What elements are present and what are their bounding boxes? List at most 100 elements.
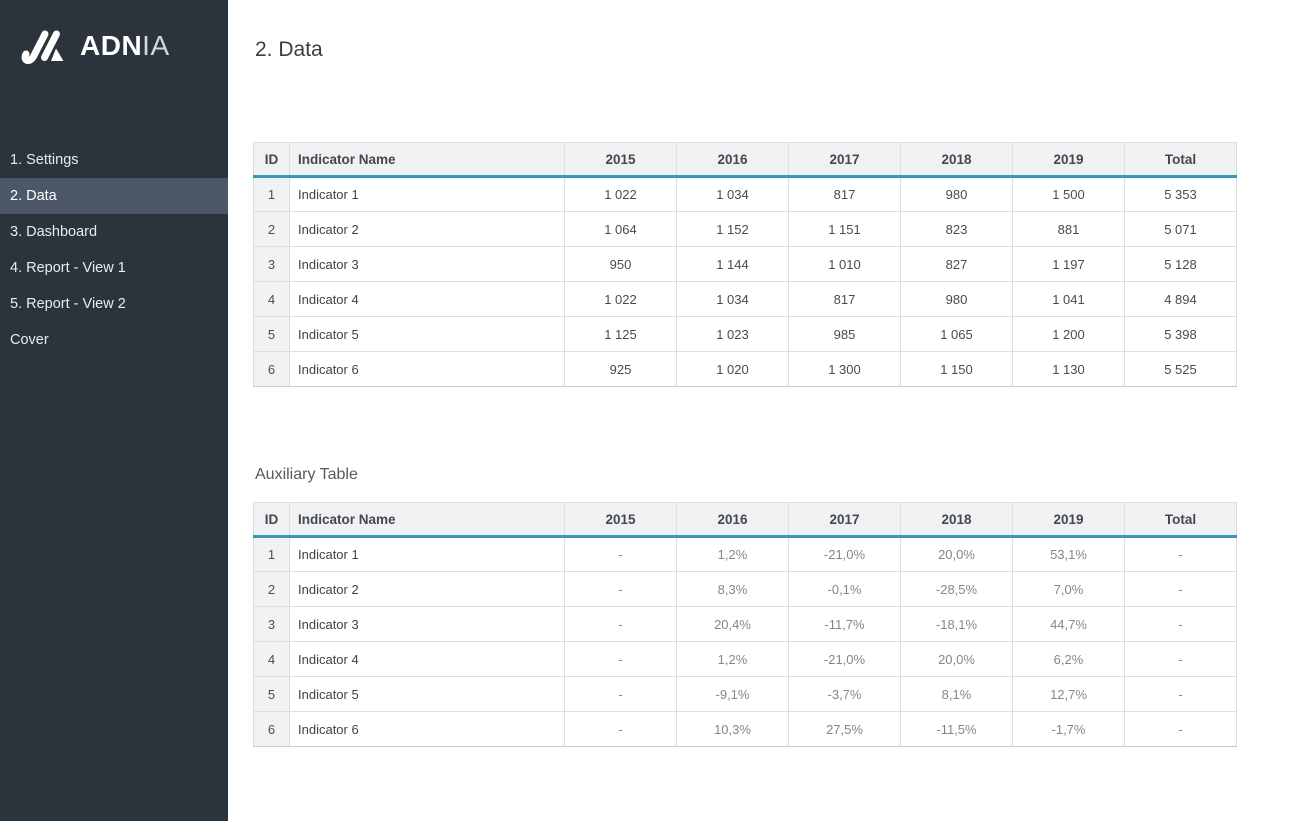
pct-2019: 12,7% bbox=[1012, 676, 1125, 712]
pct-2015: - bbox=[564, 606, 677, 642]
value-2019: 1 500 bbox=[1012, 176, 1125, 212]
pct-2017: -11,7% bbox=[788, 606, 901, 642]
value-2016: 1 152 bbox=[676, 211, 789, 247]
sidebar-item-report-view-1[interactable]: 4. Report - View 1 bbox=[10, 260, 126, 276]
column-header-id: ID bbox=[253, 502, 290, 538]
table-row: 4 Indicator 4 1 022 1 034 817 980 1 041 … bbox=[253, 281, 1237, 317]
indicator-name: Indicator 4 bbox=[289, 281, 565, 317]
pct-2016: 8,3% bbox=[676, 571, 789, 607]
value-2018: 980 bbox=[900, 281, 1013, 317]
value-total: 5 353 bbox=[1124, 176, 1237, 212]
column-header-2016: 2016 bbox=[676, 502, 789, 538]
pct-2015: - bbox=[564, 641, 677, 677]
pct-2019: 6,2% bbox=[1012, 641, 1125, 677]
value-2018: 1 065 bbox=[900, 316, 1013, 352]
pct-2019: -1,7% bbox=[1012, 711, 1125, 747]
table-row: 5 Indicator 5 - -9,1% -3,7% 8,1% 12,7% - bbox=[253, 676, 1237, 712]
column-header-2018: 2018 bbox=[900, 502, 1013, 538]
sidebar-item-settings[interactable]: 1. Settings bbox=[10, 152, 79, 168]
table-row: 6 Indicator 6 925 1 020 1 300 1 150 1 13… bbox=[253, 351, 1237, 387]
value-2016: 1 144 bbox=[676, 246, 789, 282]
value-2018: 980 bbox=[900, 176, 1013, 212]
value-2017: 817 bbox=[788, 176, 901, 212]
table-row: 2 Indicator 2 - 8,3% -0,1% -28,5% 7,0% - bbox=[253, 571, 1237, 607]
pct-total: - bbox=[1124, 606, 1237, 642]
row-id: 3 bbox=[253, 246, 290, 282]
value-2018: 827 bbox=[900, 246, 1013, 282]
pct-2017: 27,5% bbox=[788, 711, 901, 747]
brand-name-bold: ADN bbox=[80, 30, 143, 61]
indicator-name: Indicator 5 bbox=[289, 316, 565, 352]
value-2017: 985 bbox=[788, 316, 901, 352]
value-2015: 1 064 bbox=[564, 211, 677, 247]
pct-2018: 8,1% bbox=[900, 676, 1013, 712]
sidebar-item-report-view-2[interactable]: 5. Report - View 2 bbox=[10, 296, 126, 312]
column-header-2019: 2019 bbox=[1012, 142, 1125, 178]
auxiliary-table-title: Auxiliary Table bbox=[255, 466, 358, 483]
column-header-2017: 2017 bbox=[788, 502, 901, 538]
indicator-name: Indicator 6 bbox=[289, 711, 565, 747]
value-2018: 823 bbox=[900, 211, 1013, 247]
pct-2015: - bbox=[564, 711, 677, 747]
column-header-total: Total bbox=[1124, 142, 1237, 178]
table-row: 5 Indicator 5 1 125 1 023 985 1 065 1 20… bbox=[253, 316, 1237, 352]
indicator-name: Indicator 5 bbox=[289, 676, 565, 712]
value-2015: 925 bbox=[564, 351, 677, 387]
indicator-name: Indicator 2 bbox=[289, 571, 565, 607]
row-id: 4 bbox=[253, 641, 290, 677]
pct-2018: -11,5% bbox=[900, 711, 1013, 747]
row-id: 2 bbox=[253, 571, 290, 607]
pct-total: - bbox=[1124, 641, 1237, 677]
row-id: 1 bbox=[253, 536, 290, 572]
value-2019: 1 197 bbox=[1012, 246, 1125, 282]
value-2019: 881 bbox=[1012, 211, 1125, 247]
indicator-name: Indicator 6 bbox=[289, 351, 565, 387]
pct-2017: -3,7% bbox=[788, 676, 901, 712]
pct-2016: 20,4% bbox=[676, 606, 789, 642]
value-2016: 1 020 bbox=[676, 351, 789, 387]
column-header-2018: 2018 bbox=[900, 142, 1013, 178]
pct-2017: -21,0% bbox=[788, 536, 901, 572]
column-header-indicator-name: Indicator Name bbox=[289, 502, 565, 538]
data-table-header-row: ID Indicator Name 2015 2016 2017 2018 20… bbox=[253, 142, 1237, 178]
pct-2019: 44,7% bbox=[1012, 606, 1125, 642]
pct-2019: 53,1% bbox=[1012, 536, 1125, 572]
pct-2018: -28,5% bbox=[900, 571, 1013, 607]
pct-2016: -9,1% bbox=[676, 676, 789, 712]
pct-total: - bbox=[1124, 711, 1237, 747]
pct-2017: -0,1% bbox=[788, 571, 901, 607]
pct-2015: - bbox=[564, 676, 677, 712]
table-row: 6 Indicator 6 - 10,3% 27,5% -11,5% -1,7%… bbox=[253, 711, 1237, 747]
pct-2015: - bbox=[564, 536, 677, 572]
pct-2018: 20,0% bbox=[900, 641, 1013, 677]
column-header-indicator-name: Indicator Name bbox=[289, 142, 565, 178]
value-2016: 1 034 bbox=[676, 176, 789, 212]
pct-total: - bbox=[1124, 571, 1237, 607]
brand-logo: ADNIA bbox=[20, 24, 170, 68]
pct-2016: 10,3% bbox=[676, 711, 789, 747]
auxiliary-table: ID Indicator Name 2015 2016 2017 2018 20… bbox=[253, 502, 1237, 747]
pct-total: - bbox=[1124, 676, 1237, 712]
indicator-name: Indicator 1 bbox=[289, 536, 565, 572]
pct-2015: - bbox=[564, 571, 677, 607]
pct-total: - bbox=[1124, 536, 1237, 572]
auxiliary-table-header-row: ID Indicator Name 2015 2016 2017 2018 20… bbox=[253, 502, 1237, 538]
row-id: 3 bbox=[253, 606, 290, 642]
value-2016: 1 023 bbox=[676, 316, 789, 352]
indicator-name: Indicator 4 bbox=[289, 641, 565, 677]
sidebar-item-data[interactable]: 2. Data bbox=[0, 178, 228, 214]
value-total: 5 525 bbox=[1124, 351, 1237, 387]
sidebar-item-cover[interactable]: Cover bbox=[10, 332, 49, 348]
indicator-name: Indicator 3 bbox=[289, 246, 565, 282]
table-row: 4 Indicator 4 - 1,2% -21,0% 20,0% 6,2% - bbox=[253, 641, 1237, 677]
value-2015: 950 bbox=[564, 246, 677, 282]
value-2018: 1 150 bbox=[900, 351, 1013, 387]
row-id: 5 bbox=[253, 676, 290, 712]
sidebar-menu: 1. Settings 2. Data 3. Dashboard 4. Repo… bbox=[0, 142, 228, 358]
table-row: 1 Indicator 1 - 1,2% -21,0% 20,0% 53,1% … bbox=[253, 536, 1237, 572]
main-content: 2. Data ID Indicator Name 2015 2016 2017… bbox=[228, 0, 1315, 821]
sidebar-item-dashboard[interactable]: 3. Dashboard bbox=[10, 224, 98, 240]
column-header-total: Total bbox=[1124, 502, 1237, 538]
value-2017: 817 bbox=[788, 281, 901, 317]
table-row: 3 Indicator 3 950 1 144 1 010 827 1 197 … bbox=[253, 246, 1237, 282]
